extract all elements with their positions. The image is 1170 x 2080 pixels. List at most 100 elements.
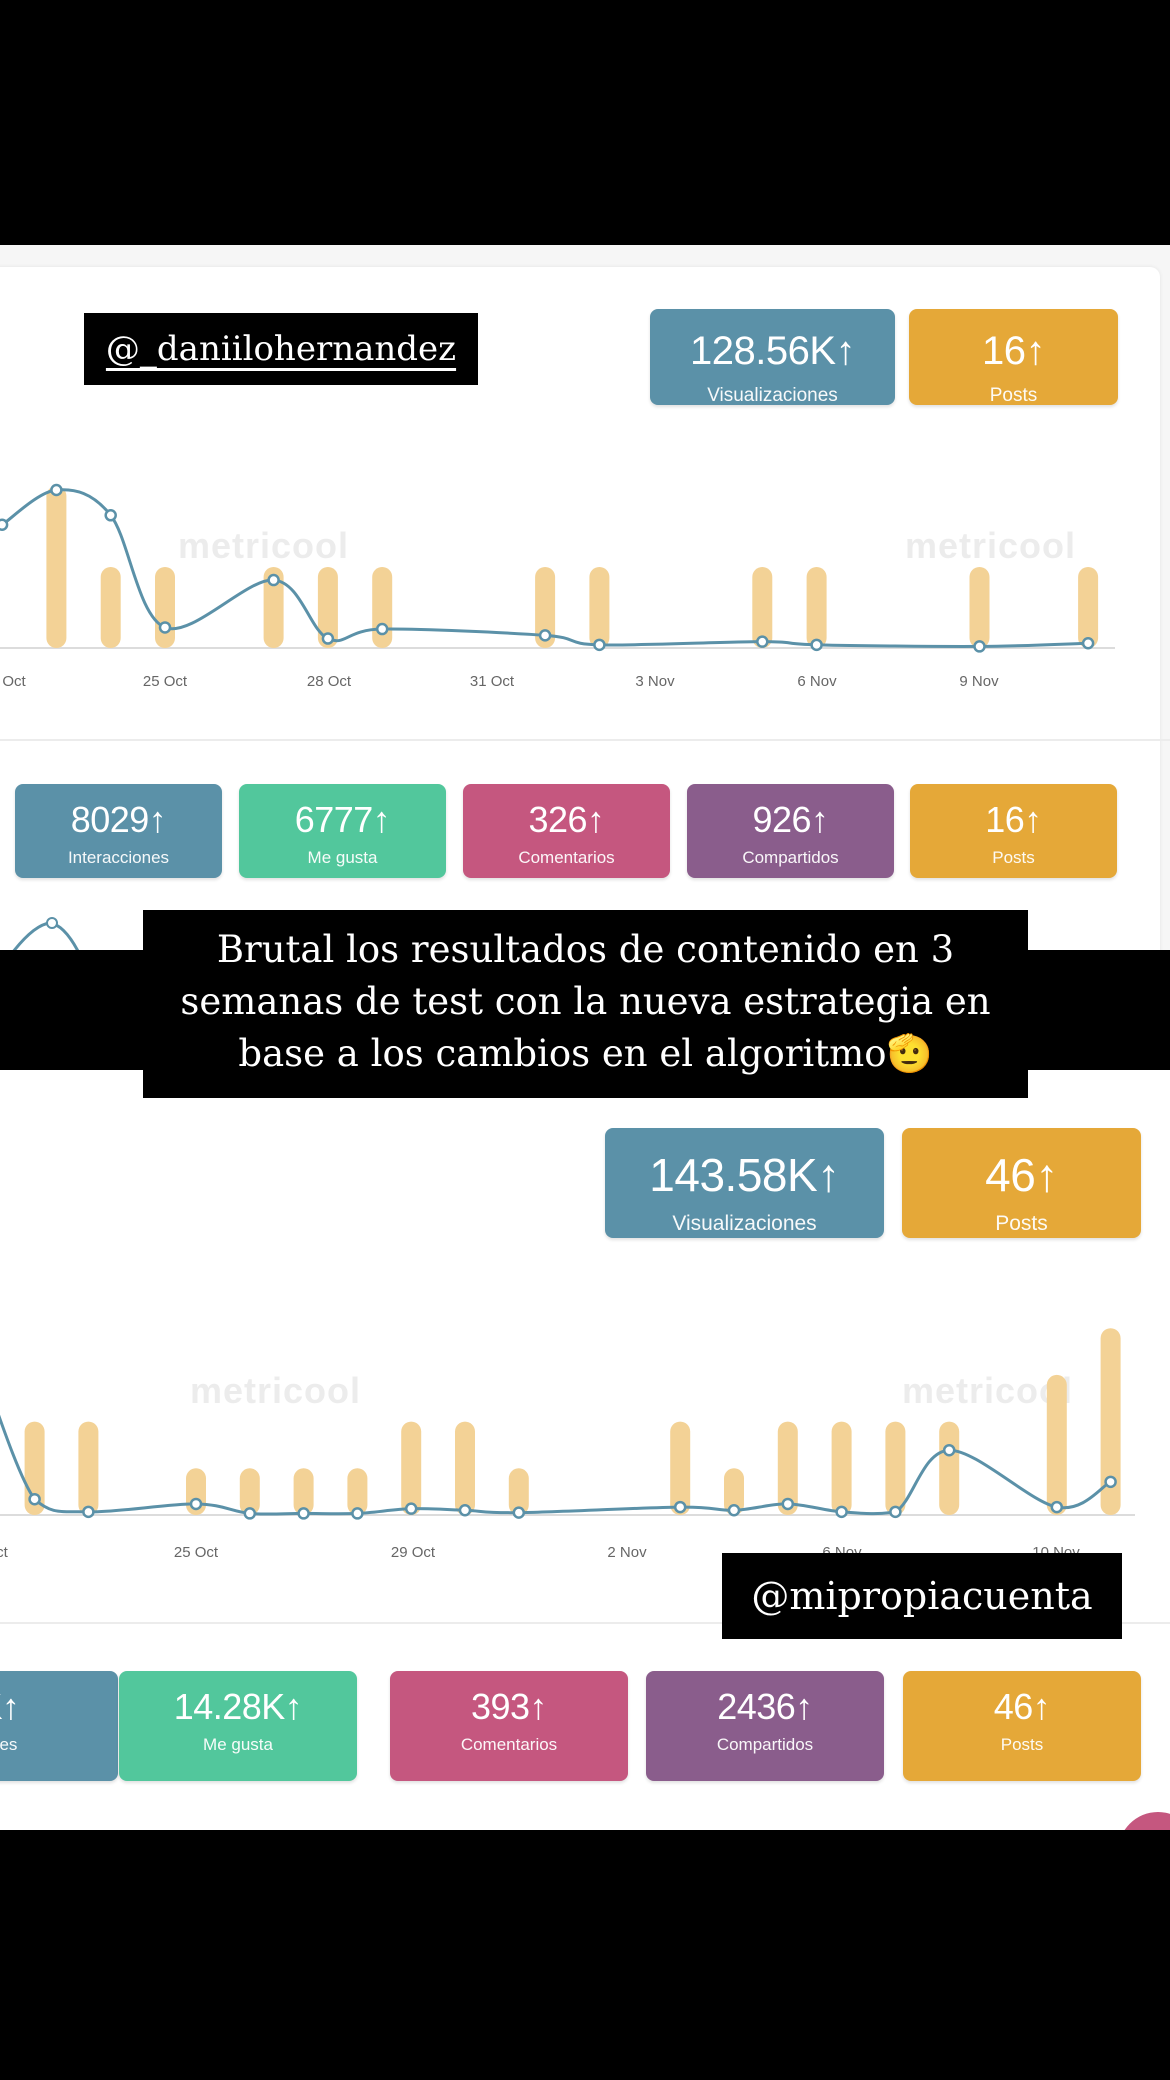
- stat-card-ones[interactable]: K↑ ones: [0, 1671, 118, 1781]
- views-point: [1050, 1500, 1064, 1514]
- account-handle-tag: @_daniilohernandez: [84, 313, 478, 385]
- stat-label: Compartidos: [742, 848, 839, 867]
- watermark: metricool: [178, 525, 350, 566]
- x-tick-label: 2 Nov: [607, 1544, 647, 1561]
- posts-bar: [1100, 1328, 1121, 1515]
- stat-label: Comentarios: [460, 1735, 558, 1754]
- stat-value: 46↑: [993, 1686, 1051, 1727]
- views-point: [458, 1504, 472, 1517]
- x-tick-label: 3 Nov: [635, 673, 675, 690]
- views-label: Visualizaciones: [672, 1212, 817, 1235]
- stat-card-compartidos[interactable]: 2436↑ Compartidos: [646, 1671, 884, 1781]
- views-point: [104, 509, 117, 522]
- divider: [0, 739, 1170, 741]
- posts-bar: [347, 1468, 368, 1515]
- posts-bar: [885, 1421, 906, 1515]
- account-handle-tag: @mipropiacuenta: [722, 1553, 1122, 1639]
- views-point: [189, 1497, 203, 1511]
- posts-bar: [724, 1468, 744, 1515]
- watermark: metricool: [190, 1370, 362, 1411]
- bottom-analytics-panel: metricool metricool 143.58K↑ Visualizacio…: [0, 1070, 1170, 1830]
- stat-value: K↑: [0, 1686, 20, 1727]
- stat-label: Comentarios: [518, 848, 615, 867]
- x-tick-label: Oct: [2, 673, 26, 690]
- stat-label: Compartidos: [716, 1735, 814, 1754]
- views-point: [158, 621, 172, 634]
- views-point: [375, 622, 389, 636]
- views-line: [1, 488, 1089, 648]
- top-chart: [0, 483, 1115, 653]
- views-value: 128.56K↑: [689, 329, 856, 373]
- stat-card-posts[interactable]: 16↑ Posts: [910, 784, 1117, 878]
- stat-card-me-gusta[interactable]: 6777↑ Me gusta: [239, 784, 446, 878]
- posts-bar: [508, 1468, 529, 1515]
- stat-label: Posts: [992, 848, 1035, 867]
- posts-bar: [239, 1468, 260, 1515]
- posts-bar: [535, 567, 556, 648]
- stat-card-compartidos[interactable]: 926↑ Compartidos: [687, 784, 894, 878]
- divider: [0, 1622, 1170, 1624]
- views-point: [835, 1505, 848, 1519]
- views-point: [0, 518, 9, 532]
- views-value: 143.58K↑: [649, 1149, 840, 1201]
- posts-bar: [806, 567, 827, 648]
- views-point: [538, 629, 552, 642]
- stat-label: Interacciones: [67, 848, 170, 867]
- caption-overlay: Brutal los resultados de contenido en 3 …: [143, 910, 1028, 1098]
- stat-label: Posts: [1000, 1735, 1044, 1754]
- posts-bar: [401, 1421, 422, 1515]
- stat-label: ones: [0, 1735, 18, 1754]
- watermark: metricool: [902, 1370, 1074, 1411]
- views-point: [1081, 637, 1095, 650]
- views-card[interactable]: 128.56K↑ Visualizaciones: [650, 309, 895, 406]
- views-point: [781, 1497, 795, 1511]
- posts-bar: [78, 1421, 99, 1515]
- posts-card[interactable]: 16↑ Posts: [909, 309, 1118, 406]
- posts-bar: [263, 567, 284, 648]
- posts-bar: [969, 567, 990, 648]
- views-point: [82, 1505, 95, 1519]
- x-tick-label: 25 Oct: [173, 1544, 219, 1561]
- views-point: [889, 1505, 902, 1519]
- x-tick-label: 31 Oct: [469, 673, 515, 690]
- stat-card-interacciones[interactable]: 8029↑ Interacciones: [15, 784, 222, 878]
- posts-bar: [1078, 567, 1099, 648]
- stat-value: 926↑: [752, 799, 829, 840]
- stat-card-posts[interactable]: 46↑ Posts: [903, 1671, 1141, 1781]
- posts-bar: [317, 567, 338, 648]
- posts-bar: [372, 567, 393, 648]
- views-line: [0, 1414, 1112, 1516]
- stat-value: 326↑: [528, 799, 605, 840]
- stat-label: Me gusta: [203, 1735, 273, 1754]
- stat-card-comentarios[interactable]: 326↑ Comentarios: [463, 784, 670, 878]
- posts-card[interactable]: 46↑ Posts: [902, 1128, 1141, 1238]
- views-card[interactable]: 143.58K↑ Visualizaciones: [605, 1128, 884, 1238]
- posts-bar: [831, 1421, 852, 1515]
- views-point: [297, 1507, 310, 1520]
- stat-value: 16↑: [985, 799, 1042, 840]
- caption-line: semanas de test con la nueva estrategia …: [180, 980, 991, 1023]
- views-point: [727, 1504, 741, 1517]
- views-point: [1104, 1475, 1117, 1489]
- x-tick-label: 28 Oct: [306, 673, 352, 690]
- x-tick-label: 9 Nov: [959, 673, 999, 690]
- posts-bar: [46, 486, 67, 648]
- stat-value: 14.28K↑: [173, 1686, 303, 1727]
- views-point: [810, 638, 823, 652]
- stat-card-me-gusta[interactable]: 14.28K↑ Me gusta: [119, 1671, 357, 1781]
- views-point: [756, 635, 769, 648]
- posts-bar: [293, 1468, 314, 1515]
- posts-bar: [939, 1421, 960, 1515]
- views-point: [512, 1506, 526, 1519]
- posts-bar: [455, 1421, 475, 1515]
- posts-bar: [589, 567, 610, 648]
- views-point: [267, 573, 280, 587]
- next-chart-fragment: [12, 917, 80, 950]
- views-point: [593, 638, 606, 652]
- posts-bar: [752, 567, 773, 648]
- posts-bar: [777, 1421, 798, 1515]
- caption-line: base a los cambios en el algoritmo🫡: [238, 1032, 933, 1075]
- stat-card-comentarios[interactable]: 393↑ Comentarios: [390, 1671, 628, 1781]
- watermark: metricool: [905, 525, 1077, 566]
- chat-bubble-button[interactable]: [1118, 1812, 1170, 1830]
